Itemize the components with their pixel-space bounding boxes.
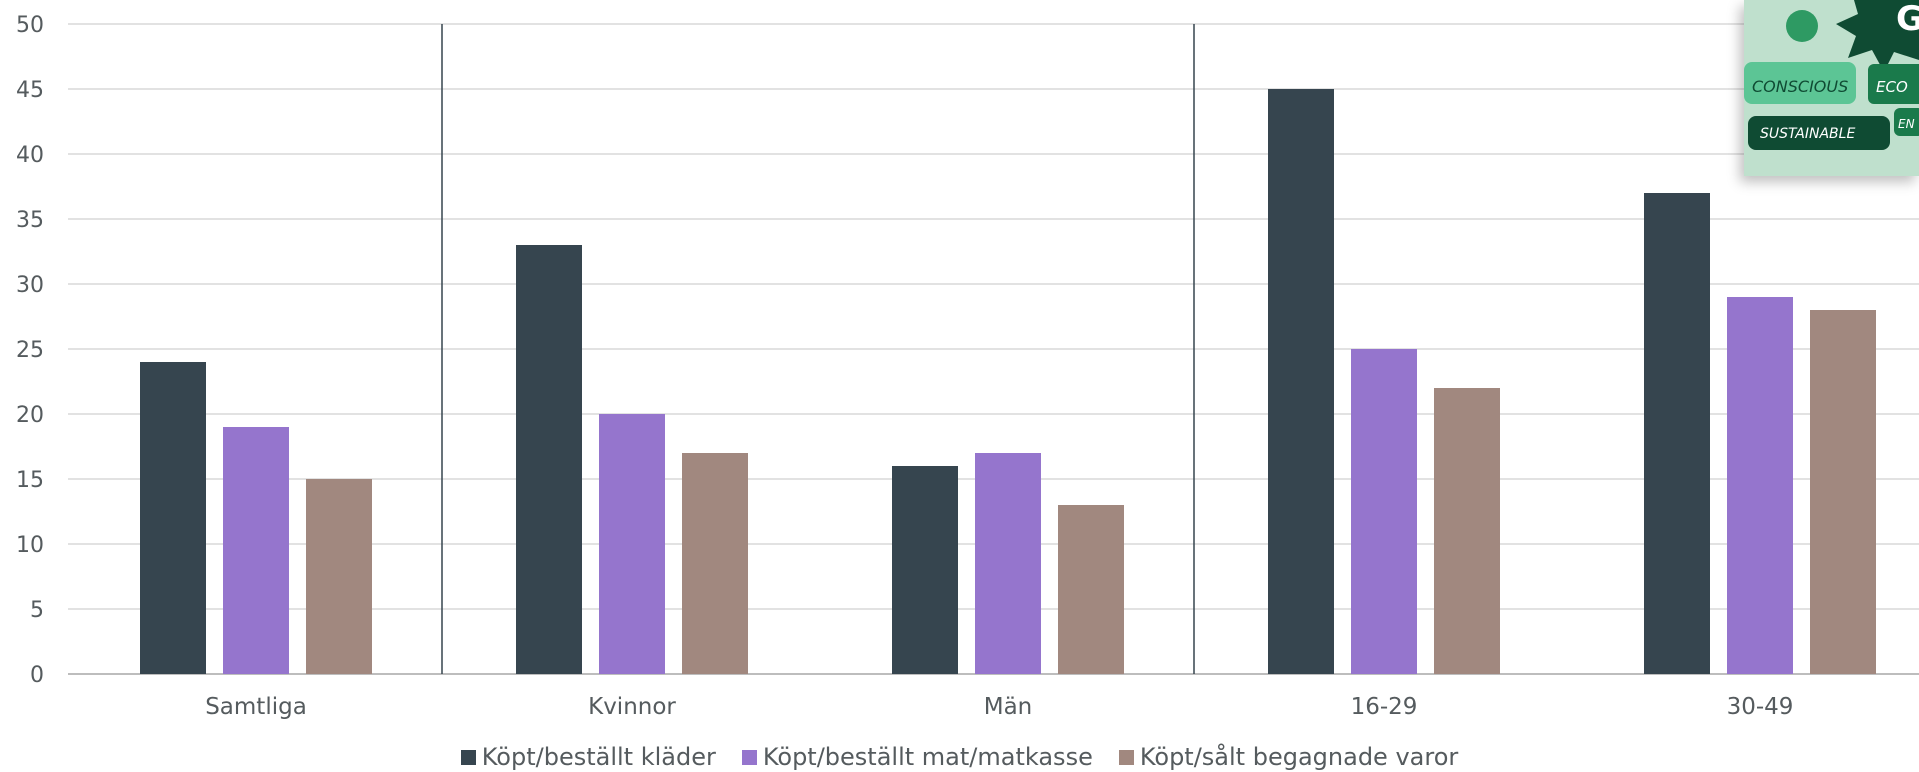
photo-word-conscious: CONSCIOUS <box>1752 77 1848 96</box>
y-tick-label: 15 <box>16 468 44 493</box>
legend-item-food: Köpt/beställt mat/matkasse <box>742 743 1093 771</box>
legend-item-secondhand: Köpt/sålt begagnade varor <box>1119 743 1458 771</box>
bar <box>1644 193 1710 674</box>
x-category-label: 16-29 <box>1351 694 1418 720</box>
bar <box>682 453 748 674</box>
legend-label-secondhand: Köpt/sålt begagnade varor <box>1140 743 1458 771</box>
legend-swatch-food <box>742 750 757 765</box>
photo-word-eco: ECO <box>1876 78 1908 96</box>
legend: Köpt/beställt kläder Köpt/beställt mat/m… <box>0 742 1919 772</box>
y-tick-label: 5 <box>30 598 44 623</box>
legend-item-clothes: Köpt/beställt kläder <box>461 743 716 771</box>
y-tick-label: 10 <box>16 533 44 558</box>
bar <box>1351 349 1417 674</box>
y-tick-label: 30 <box>16 273 44 298</box>
y-tick-label: 50 <box>16 13 44 38</box>
photo-word-sustainable: SUSTAINABLE <box>1760 126 1855 142</box>
y-tick-label: 40 <box>16 143 44 168</box>
bar <box>306 479 372 674</box>
bar <box>975 453 1041 674</box>
bar <box>1058 505 1124 674</box>
bar <box>1810 310 1876 674</box>
bar <box>1268 89 1334 674</box>
bar <box>1434 388 1500 674</box>
x-category-label: 30-49 <box>1727 694 1794 720</box>
y-tick-label: 35 <box>16 208 44 233</box>
green-words-illustration: GR CONSCIOUS ECO SUSTAINABLE EN <box>1744 0 1919 176</box>
legend-label-food: Köpt/beställt mat/matkasse <box>763 743 1093 771</box>
photo-word-gr: GR <box>1896 0 1919 39</box>
photo-word-en: EN <box>1898 117 1915 131</box>
legend-swatch-clothes <box>461 750 476 765</box>
y-tick-label: 45 <box>16 78 44 103</box>
green-words-photo: GR CONSCIOUS ECO SUSTAINABLE EN <box>1744 0 1919 176</box>
y-tick-label: 20 <box>16 403 44 428</box>
bar <box>1727 297 1793 674</box>
x-category-label: Kvinnor <box>588 694 676 720</box>
x-category-label: Samtliga <box>205 694 307 720</box>
bar-chart: 0 5 10 15 20 25 30 35 40 45 50 Samtliga Kvinnor Män 16… <box>0 0 1919 740</box>
bar <box>516 245 582 674</box>
bar <box>223 427 289 674</box>
bar <box>140 362 206 674</box>
legend-swatch-secondhand <box>1119 750 1134 765</box>
y-tick-label: 0 <box>30 663 44 688</box>
x-category-label: Män <box>984 694 1033 720</box>
y-tick-label: 25 <box>16 338 44 363</box>
bar <box>892 466 958 674</box>
legend-label-clothes: Köpt/beställt kläder <box>482 743 716 771</box>
bar <box>599 414 665 674</box>
